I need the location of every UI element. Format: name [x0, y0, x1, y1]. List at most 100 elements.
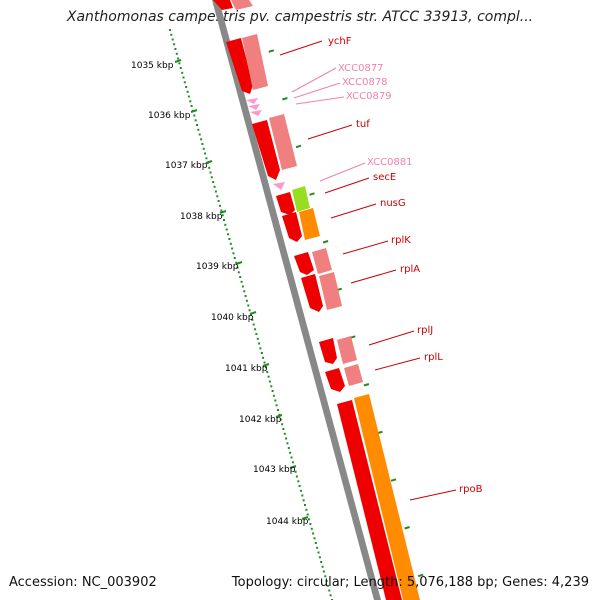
scale-dot	[185, 86, 188, 88]
scale-dot	[306, 513, 309, 516]
scale-dot	[170, 33, 173, 36]
scale-major-tick	[190, 109, 198, 113]
scale-dot	[294, 470, 297, 473]
scale-dot	[210, 176, 213, 179]
scale-dot	[298, 485, 301, 487]
scale-dot	[229, 242, 232, 245]
scale-dot	[295, 475, 298, 478]
scale-dot	[198, 133, 201, 136]
scale-dot	[316, 546, 319, 549]
scale-dot	[193, 114, 196, 117]
scale-ruler	[169, 29, 333, 600]
cds-ring-red	[213, 0, 402, 600]
leader-line	[368, 330, 415, 346]
gene-arrow	[325, 368, 345, 392]
scale-dot	[174, 48, 177, 50]
scale-dot	[225, 228, 228, 231]
scale-dot	[291, 461, 294, 464]
scale-dot	[325, 580, 328, 582]
scale-dot	[236, 266, 239, 269]
scale-dot	[263, 361, 266, 364]
scale-dot	[181, 71, 184, 74]
scale-dot	[232, 252, 235, 255]
scale-dot	[281, 423, 284, 426]
scale-dot	[304, 504, 306, 506]
leader-line	[319, 162, 366, 182]
scale-dot	[320, 561, 323, 563]
scale-dot	[274, 399, 277, 402]
scale-dot	[324, 575, 327, 578]
leader-line	[330, 203, 377, 219]
tick-label: 1042 kbp	[239, 415, 282, 425]
scale-dot	[267, 375, 270, 378]
leader-line	[307, 124, 353, 140]
scale-dot	[283, 432, 286, 435]
gene-arrow	[337, 400, 402, 600]
scale-dot	[231, 247, 234, 250]
leader-line	[342, 240, 389, 255]
scale-dot	[252, 323, 255, 326]
scale-dot	[201, 143, 204, 145]
scale-dot	[190, 105, 193, 107]
gene-label-nusG: nusG	[380, 198, 406, 209]
tick-label: 1043 kbp	[253, 465, 296, 475]
tick-label: 1038 kbp	[180, 212, 223, 222]
ring-tick	[390, 478, 397, 482]
scale-dot	[277, 409, 279, 411]
topology-summary: Topology: circular; Length: 5,076,188 bp…	[231, 575, 589, 590]
gene-arrow	[226, 38, 253, 94]
gene-label-rpoB: rpoB	[459, 484, 483, 495]
scale-dot	[313, 537, 316, 540]
scale-dot	[318, 556, 321, 559]
scale-dot	[214, 190, 217, 193]
scale-dot	[328, 589, 331, 592]
gene-box	[354, 394, 420, 600]
scale-dot	[286, 442, 289, 445]
scale-dot	[228, 238, 231, 240]
gene-label-XCC0877: XCC0877	[338, 63, 384, 74]
leader-line	[295, 96, 345, 105]
leader-line	[293, 82, 341, 99]
gene-box	[337, 336, 357, 364]
scale-major-tick	[205, 160, 213, 164]
trna-arrow	[246, 98, 258, 104]
scale-dot	[182, 76, 185, 79]
scale-dot	[204, 152, 207, 155]
gene-label-rplJ: rplJ	[417, 325, 433, 336]
scale-dot	[197, 128, 200, 131]
scale-dot	[202, 147, 205, 150]
backbone-ring	[212, 0, 381, 600]
tick-label: 1037 kbp	[165, 161, 208, 171]
scale-dot	[247, 304, 250, 307]
leader-line	[350, 269, 397, 284]
scale-dot	[175, 52, 178, 55]
map-title: Xanthomonas campestris pv. campestris st…	[66, 9, 534, 25]
gene-box	[231, 0, 253, 10]
scale-dot	[213, 185, 216, 188]
gene-label-rplL: rplL	[424, 352, 443, 363]
scale-dot	[255, 333, 258, 335]
scale-dot	[208, 166, 211, 169]
scale-dot	[217, 200, 220, 202]
scale-dot	[245, 299, 248, 302]
scale-dot	[282, 428, 285, 430]
scale-dot	[310, 527, 313, 530]
scale-dot	[254, 328, 257, 331]
scale-dot	[171, 38, 174, 41]
scale-dot	[221, 214, 224, 217]
scale-major-tick	[235, 261, 243, 265]
scale-major-tick	[275, 414, 283, 418]
gene-box	[269, 114, 297, 170]
trna-features	[246, 98, 285, 190]
gene-arrow	[294, 252, 314, 275]
scale-dot	[200, 138, 203, 141]
tick-label: 1040 kbp	[211, 313, 254, 323]
scale-dot	[186, 90, 189, 93]
scale-dot	[262, 356, 265, 359]
scale-dot	[218, 204, 221, 207]
ring-tick	[417, 573, 424, 578]
scale-dot	[308, 518, 310, 521]
scale-major-tick	[219, 210, 227, 214]
scale-dot	[187, 95, 190, 98]
